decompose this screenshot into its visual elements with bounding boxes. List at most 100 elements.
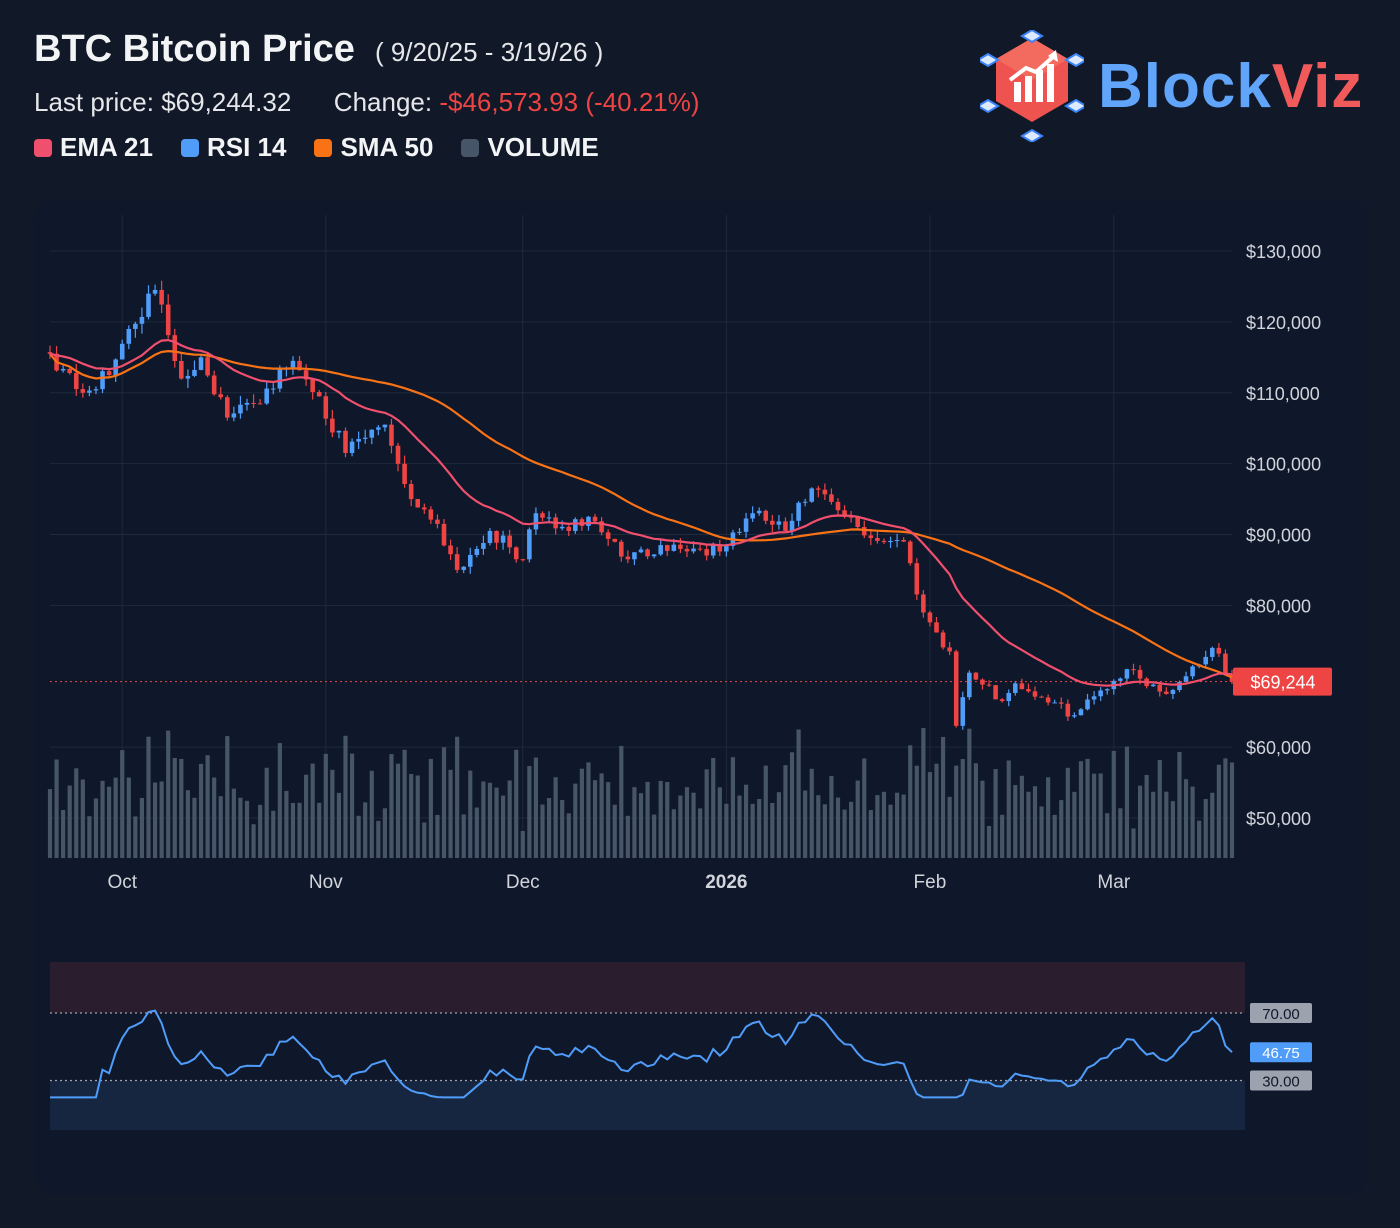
candle (435, 514, 440, 529)
candle-body (1223, 653, 1228, 674)
candle (737, 527, 742, 536)
legend-swatch-sma (314, 138, 333, 157)
price-axis-label-6: $60,000 (1246, 738, 1311, 758)
volume-bar (737, 795, 742, 858)
candle-body (973, 672, 979, 680)
volume-bar (980, 780, 985, 858)
candle-body (448, 545, 453, 555)
candle (1216, 642, 1222, 657)
candle (1045, 694, 1051, 706)
candle (126, 325, 132, 350)
candle-body (60, 368, 66, 371)
candle (881, 538, 887, 545)
candle-body (888, 540, 893, 543)
last-price-tag-label: $69,244 (1250, 673, 1315, 693)
candle (218, 386, 224, 400)
candle (763, 509, 769, 525)
candle-body (205, 357, 210, 376)
candle (658, 539, 663, 556)
candle (816, 485, 821, 498)
candle-body (1216, 647, 1222, 654)
candle (264, 381, 269, 405)
candle-body (783, 521, 788, 531)
volume-bar (67, 785, 72, 858)
volume-bar (1026, 791, 1031, 858)
candle (1006, 689, 1012, 707)
volume-bar (803, 790, 808, 858)
volume-bar (330, 769, 335, 858)
volume-bar (835, 797, 841, 858)
volume-bar (304, 774, 309, 858)
legend-item-rsi[interactable]: RSI 14 (180, 132, 286, 163)
volume-bar (74, 768, 79, 858)
candle (835, 498, 841, 515)
candle (927, 610, 933, 627)
candle-body (172, 335, 178, 361)
candle (632, 552, 637, 566)
volume-bar (993, 769, 998, 858)
candle-body (218, 394, 224, 398)
blockviz-logo: BlockViz (980, 30, 1363, 142)
candle-body (126, 328, 132, 344)
time-axis-label-0: Oct (107, 872, 137, 893)
candle-body (179, 360, 184, 379)
volume-bar (1032, 786, 1038, 858)
candle-body (152, 289, 158, 294)
volume-bar (514, 749, 519, 858)
volume-bar (80, 779, 85, 858)
candle-body (921, 594, 926, 613)
candle (645, 548, 650, 560)
legend-item-volume[interactable]: VOLUME (461, 132, 599, 163)
candle-body (303, 370, 309, 380)
candle (822, 483, 828, 500)
legend-item-ema[interactable]: EMA 21 (34, 132, 153, 163)
candle-body (651, 554, 657, 557)
volume-bar (1210, 792, 1215, 858)
candle (362, 429, 368, 444)
legend-item-sma[interactable]: SMA 50 (314, 132, 433, 163)
candle-body (389, 424, 394, 446)
volume-bar (934, 763, 939, 858)
candle (967, 670, 972, 700)
candle (310, 378, 315, 400)
candle-body (592, 516, 598, 522)
candle-body (527, 529, 532, 560)
volume-bar (54, 759, 59, 858)
price-axis-label-3: $100,000 (1246, 455, 1321, 475)
volume-bar (678, 795, 683, 858)
time-axis-label-5: Mar (1097, 872, 1130, 893)
volume-bar (973, 763, 978, 858)
volume-bar (126, 777, 131, 858)
volume-bar (1197, 820, 1202, 858)
candle-body (724, 545, 729, 552)
volume-bar (61, 809, 66, 858)
candle-body (710, 544, 716, 556)
candle (1091, 691, 1097, 705)
candle (376, 425, 381, 436)
candle (914, 558, 920, 600)
volume-bar (376, 820, 381, 858)
candle (1085, 693, 1090, 711)
candle-body (1032, 691, 1038, 697)
volume-bar (159, 781, 164, 858)
candle-body (980, 679, 985, 685)
volume-bar (1052, 814, 1057, 858)
volume-bar (113, 777, 118, 858)
volume-bar (855, 780, 860, 858)
candle-body (251, 402, 256, 404)
candle-body (1019, 683, 1025, 690)
volume-bar (271, 810, 276, 858)
chart-title: BTC Bitcoin Price (34, 28, 355, 70)
volume-bar (619, 745, 624, 858)
volume-bar (579, 768, 584, 858)
candle-body (1124, 669, 1130, 679)
volume-bar (652, 814, 657, 858)
chart-panel: $130,000 $120,000 $110,000 $100,000 $90,000 $… (34, 200, 1367, 1194)
volume-bar (1013, 785, 1018, 858)
candle (973, 671, 979, 680)
volume-bar (468, 770, 473, 858)
volume-bar (632, 787, 637, 858)
chart-canvas[interactable]: $130,000 $120,000 $110,000 $100,000 $90,000 $… (34, 200, 1367, 1194)
volume-bar (743, 784, 749, 858)
candle-body (244, 402, 250, 405)
